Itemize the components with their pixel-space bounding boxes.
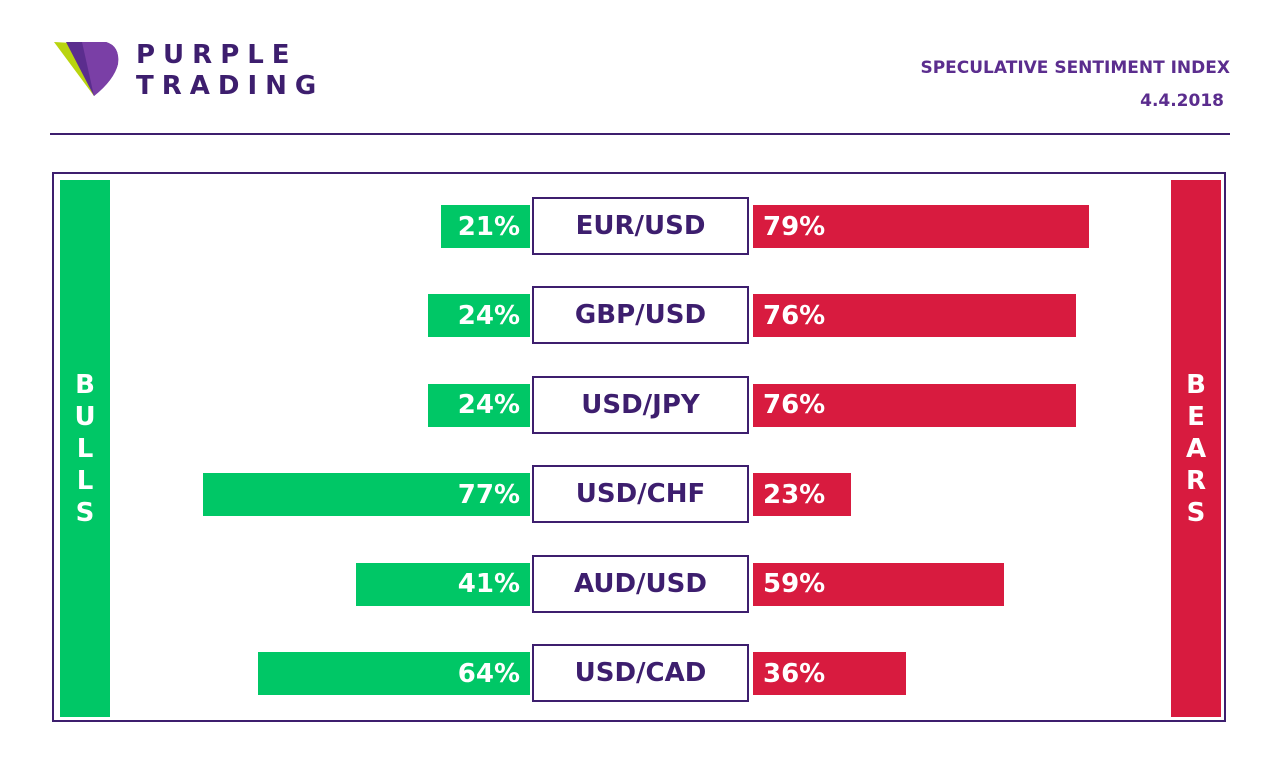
bears-letter: S [1186, 497, 1206, 528]
currency-pair-label: USD/CAD [532, 644, 749, 702]
bull-bar: 21% [440, 205, 530, 248]
purple-trading-logo [54, 42, 119, 96]
bulls-letter: L [76, 465, 94, 496]
bear-value-label: 79% [763, 211, 826, 242]
currency-pair-label: EUR/USD [532, 197, 749, 255]
currency-pair-label: AUD/USD [532, 554, 749, 613]
report-title: SPECULATIVE SENTIMENT INDEX [920, 58, 1230, 78]
bear-bar: 76% [753, 383, 1076, 427]
report-date: 4.4.2018 [1140, 91, 1224, 111]
bear-value-label: 23% [763, 479, 826, 510]
bulls-letter: L [76, 433, 94, 464]
bear-value-label: 36% [763, 658, 826, 689]
header-divider [50, 133, 1230, 135]
bear-bar: 23% [753, 473, 851, 517]
chart-frame [52, 172, 1226, 722]
bull-value-label: 64% [457, 658, 520, 689]
bear-value-label: 59% [763, 569, 826, 600]
currency-pair-label: GBP/USD [532, 286, 749, 345]
bears-letter: A [1185, 433, 1207, 464]
bear-bar: 79% [753, 205, 1089, 248]
bull-value-label: 21% [457, 211, 520, 242]
bulls-letter: B [75, 369, 95, 400]
bears-letter: B [1186, 369, 1206, 400]
bear-value-label: 76% [763, 300, 826, 331]
bull-value-label: 24% [457, 300, 520, 331]
bear-bar: 76% [753, 294, 1076, 338]
bears-letter: R [1185, 465, 1207, 496]
bull-value-label: 41% [457, 569, 520, 600]
brand-name: PURPLE TRADING [136, 40, 324, 102]
bull-bar: 24% [428, 294, 530, 338]
currency-pair-label: USD/JPY [532, 375, 749, 434]
bull-value-label: 77% [457, 479, 520, 510]
bull-bar: 41% [355, 562, 530, 606]
bear-value-label: 76% [763, 390, 826, 421]
bulls-letter: U [74, 401, 96, 432]
bear-bar: 59% [753, 562, 1004, 606]
bull-bar: 64% [258, 652, 530, 695]
currency-pair-label: USD/CHF [532, 465, 749, 524]
bulls-letter: S [75, 497, 95, 528]
brand-line-1: PURPLE [136, 40, 298, 70]
bears-letter: E [1187, 401, 1205, 432]
bull-value-label: 24% [457, 390, 520, 421]
bull-bar: 24% [428, 383, 530, 427]
bull-bar: 77% [202, 473, 530, 517]
bear-bar: 36% [753, 652, 906, 695]
brand-line-2: TRADING [136, 71, 325, 101]
